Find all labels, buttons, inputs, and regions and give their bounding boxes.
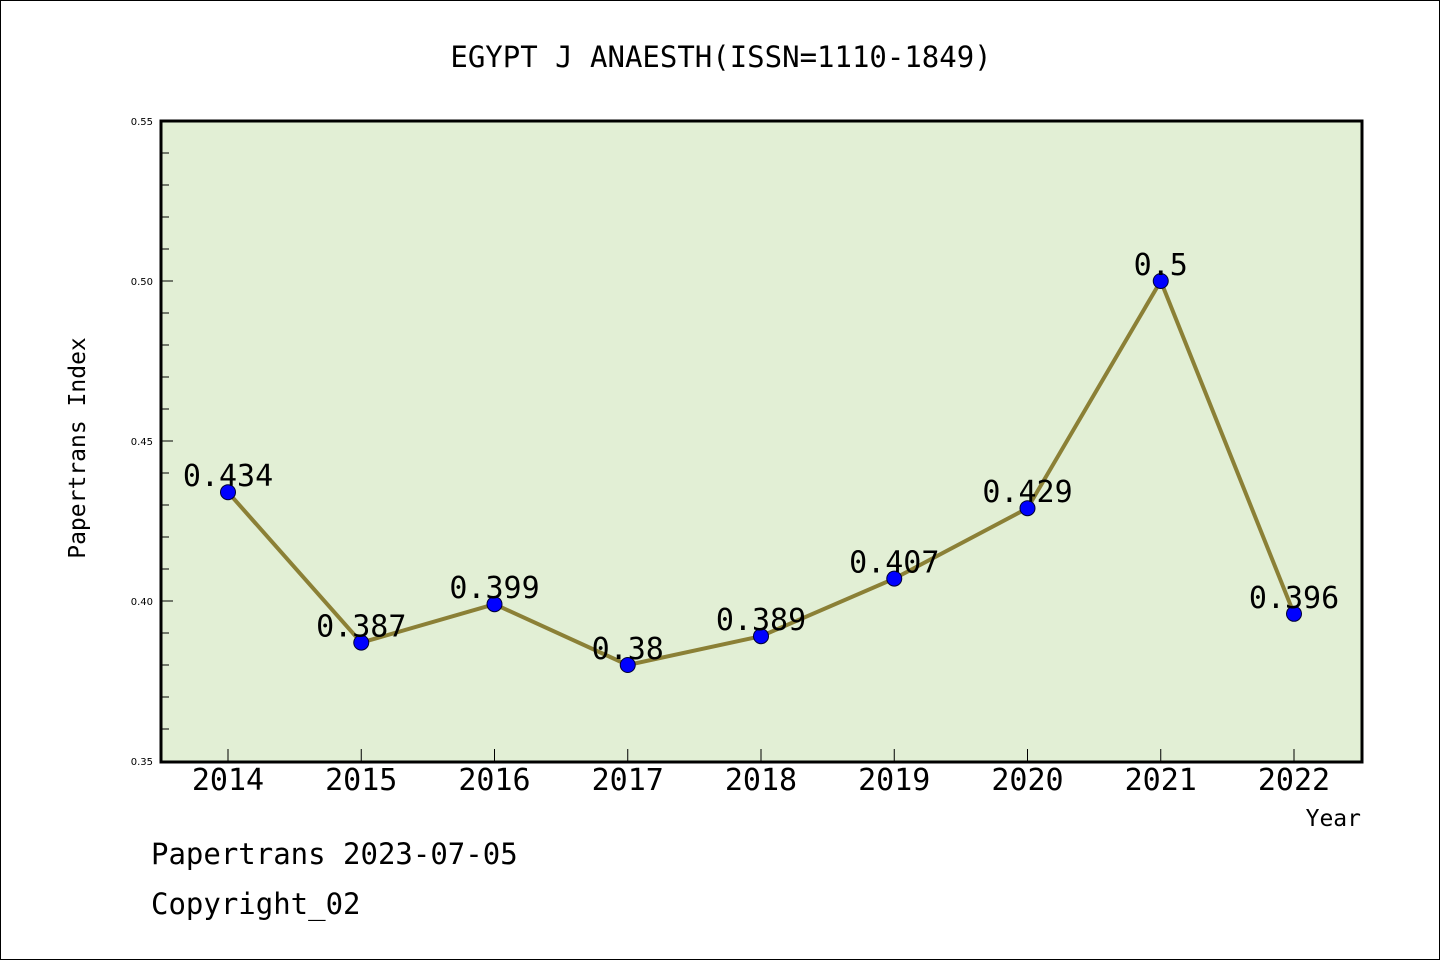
x-tick-label: 2019 — [858, 763, 930, 798]
x-tick-label: 2016 — [458, 763, 530, 798]
x-tick-label: 2014 — [192, 763, 264, 798]
x-tick-label: 2021 — [1125, 763, 1197, 798]
x-tick-label: 2022 — [1258, 763, 1330, 798]
data-point — [1286, 605, 1302, 622]
data-point — [1152, 273, 1169, 289]
x-axis-ticks: 2014 2015 2016 2017 2018 2019 2020 2021 2022 — [192, 749, 1330, 798]
footer-date: Papertrans 2023-07-05 — [151, 837, 518, 871]
data-label: 0.396 — [1249, 581, 1339, 616]
data-label: 0.429 — [982, 475, 1072, 510]
data-label: 0.38 — [592, 632, 664, 667]
data-point — [1019, 500, 1036, 517]
data-label: 0.407 — [849, 546, 939, 581]
y-tick-label: 0.35 — [131, 757, 153, 768]
series-markers — [220, 273, 1302, 673]
data-labels: 0.434 0.387 0.399 0.38 0.389 0.407 0.429 0.5 0.3… — [183, 248, 1339, 667]
data-label: 0.389 — [716, 603, 806, 638]
y-tick-label: 0.45 — [131, 437, 153, 448]
data-point — [220, 484, 236, 501]
data-label: 0.399 — [449, 571, 539, 606]
y-axis-ticks: 0.35 0.40 0.45 0.50 0.55 — [131, 117, 173, 768]
y-minor-ticks — [161, 152, 169, 730]
plot-area — [159, 119, 1364, 764]
x-tick-label: 2020 — [991, 763, 1063, 798]
data-label: 0.5 — [1134, 248, 1188, 283]
y-axis-label: Papertrans Index — [65, 337, 91, 559]
y-tick-label: 0.40 — [131, 597, 153, 608]
data-point — [619, 657, 636, 673]
chart-title: EGYPT J ANAESTH(ISSN=1110-1849) — [450, 40, 991, 74]
y-tick-label: 0.50 — [131, 277, 153, 288]
x-tick-label: 2018 — [725, 763, 797, 798]
footer-copyright: Copyright_02 — [151, 887, 361, 922]
x-tick-label: 2015 — [325, 763, 397, 798]
data-point — [353, 634, 370, 651]
x-tick-label: 2017 — [592, 763, 664, 798]
x-axis-label: Year — [1306, 806, 1361, 832]
y-tick-label: 0.55 — [131, 117, 153, 128]
data-point — [753, 628, 769, 645]
data-point — [486, 596, 503, 613]
data-point — [886, 570, 903, 587]
data-label: 0.387 — [316, 610, 406, 645]
data-label: 0.434 — [183, 459, 273, 494]
